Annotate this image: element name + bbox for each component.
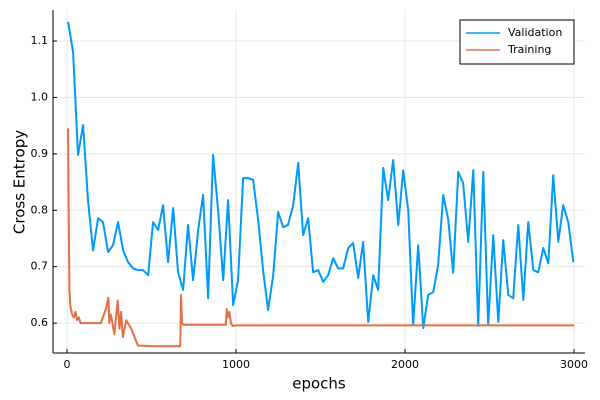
y-tick-label: 0.9 xyxy=(31,147,49,160)
y-tick-label: 1.0 xyxy=(31,90,49,103)
y-axis-label: Cross Entropy xyxy=(11,130,29,234)
series-line xyxy=(67,128,575,348)
y-tick-label: 0.8 xyxy=(31,203,49,216)
x-tick-label: 0 xyxy=(64,358,71,371)
legend-label: Validation xyxy=(508,26,562,39)
x-tick-label: 3000 xyxy=(560,358,588,371)
x-tick-label: 1000 xyxy=(222,358,250,371)
x-axis-label: epochs xyxy=(292,375,346,393)
x-tick-label: 2000 xyxy=(391,358,419,371)
y-tick-label: 0.6 xyxy=(31,316,49,329)
legend-label: Training xyxy=(507,43,551,56)
legend: Validation Training xyxy=(459,19,575,65)
series-line xyxy=(67,21,575,330)
legend-box xyxy=(459,19,575,65)
y-tick-label: 0.7 xyxy=(31,260,49,273)
y-tick-label: 1.1 xyxy=(31,34,49,47)
